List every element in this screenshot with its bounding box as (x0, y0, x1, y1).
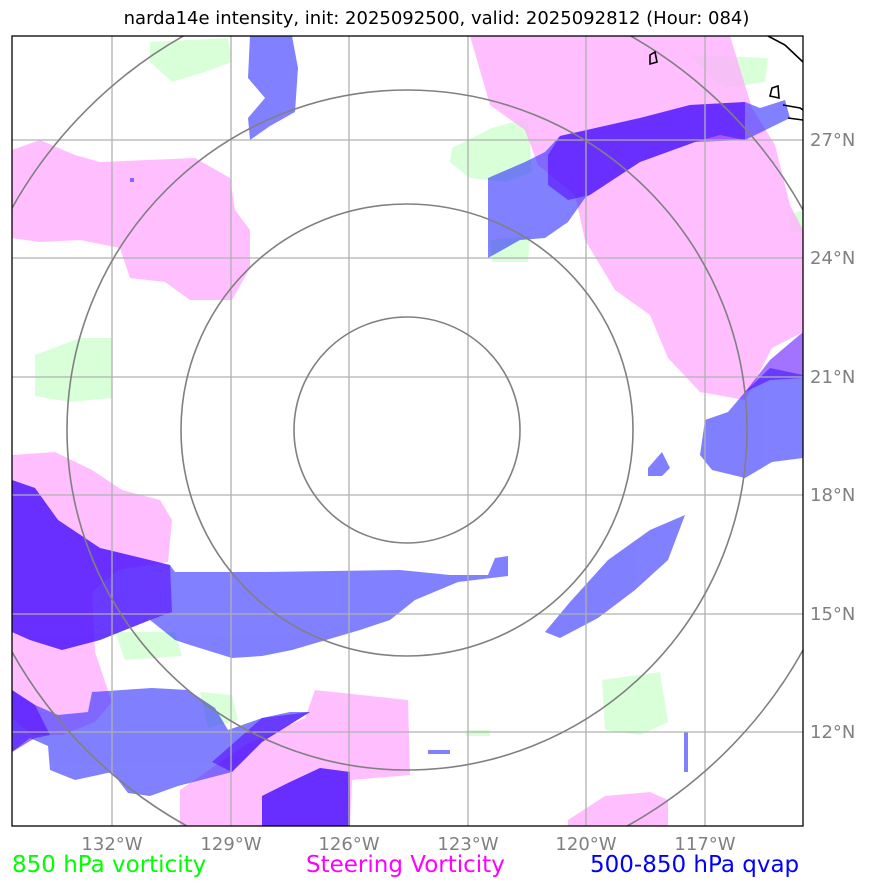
y-tick-labels: 27°N 24°N 21°N 18°N 15°N 12°N (810, 130, 855, 743)
range-rings (12, 36, 803, 826)
x-tick-label: 120°W (555, 834, 616, 855)
plot-frame (11, 35, 804, 827)
x-tick-label: 117°W (674, 834, 735, 855)
graticule (12, 36, 803, 826)
legend-vort850: 850 hPa vorticity (12, 852, 207, 878)
x-tick-label: 129°W (200, 834, 261, 855)
vort850-layer (35, 38, 803, 736)
coastline (649, 36, 803, 121)
x-tick-label: 123°W (437, 834, 498, 855)
y-tick-label: 18°N (810, 485, 855, 506)
legend-steering-vorticity: Steering Vorticity (306, 852, 505, 878)
range-ring-middle (180, 203, 634, 657)
y-tick-label: 15°N (810, 604, 855, 625)
range-ring-inner (293, 316, 521, 544)
x-tick-label: 132°W (81, 834, 142, 855)
y-tick-label: 27°N (810, 130, 855, 151)
map-title: narda14e intensity, init: 2025092500, va… (123, 8, 750, 29)
x-tick-label: 126°W (318, 834, 379, 855)
range-ring-outer (66, 89, 748, 771)
y-tick-label: 24°N (810, 248, 855, 269)
y-tick-label: 12°N (810, 722, 855, 743)
qvap-strong-layer (12, 102, 803, 826)
x-tick-labels: 132°W 129°W 126°W 123°W 120°W 117°W (81, 834, 735, 855)
legend-qvap: 500-850 hPa qvap (590, 852, 800, 878)
y-tick-label: 21°N (810, 367, 855, 388)
